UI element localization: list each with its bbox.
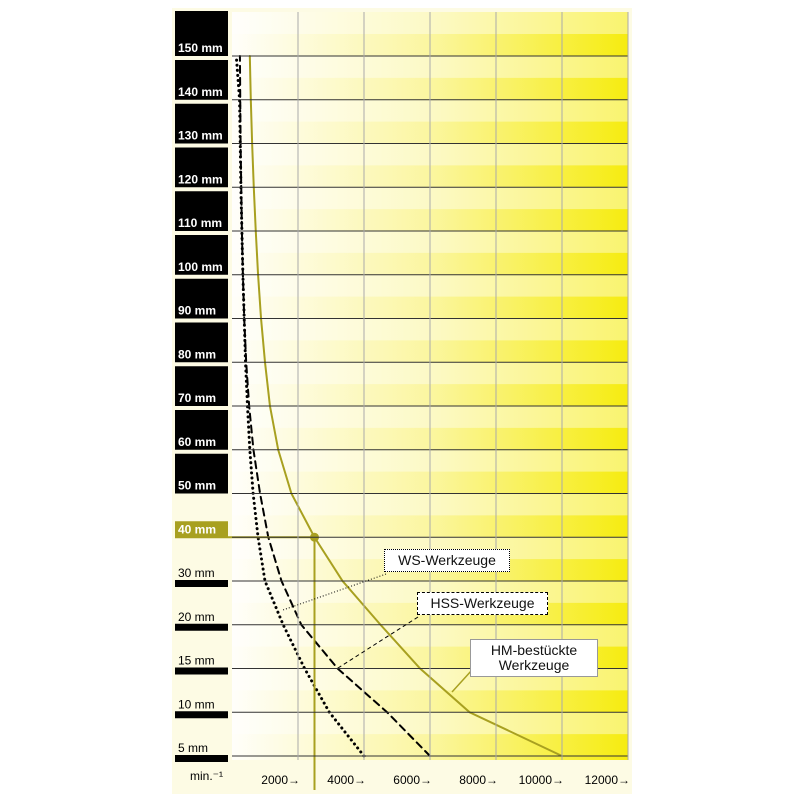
leader-line [282,573,387,611]
leader-line [337,616,419,669]
label-bg [175,11,228,56]
label-bg [175,366,228,406]
label-bar [175,711,228,719]
label-bg [175,410,228,450]
label-bg [175,453,228,494]
x-tick-label: 8000→ [459,773,498,787]
ws-label: WS-Werkzeuge [384,549,510,572]
label-bar [175,580,228,587]
x-tick-label: 4000→ [327,773,366,787]
label-bg [175,60,228,100]
y-tick-label: 10 mm [178,697,215,711]
y-tick-label: 30 mm [178,566,215,580]
hm-label: HM-bestückte Werkzeuge [470,639,598,677]
y-tick-label: 130 mm [178,129,223,143]
y-tick-label: 50 mm [178,479,216,493]
hss-label: HSS-Werkzeuge [417,592,548,615]
y-tick-label: 60 mm [178,435,216,449]
y-tick-label: 120 mm [178,172,223,186]
y-tick-label: 100 mm [178,260,223,274]
y-tick-label: 40 mm [178,522,216,536]
x-tick-label: 12000→ [585,773,630,787]
label-bg [175,521,228,538]
y-tick-label: 90 mm [178,304,216,318]
x-axis-label: min.⁻¹ [190,769,223,783]
label-bar [175,623,228,631]
y-tick-label: 70 mm [178,391,216,405]
y-tick-label: 20 mm [178,610,215,624]
label-bg [175,235,228,275]
y-tick-label: 150 mm [178,41,223,55]
y-tick-label: 110 mm [178,216,222,230]
label-bar [175,667,228,675]
x-tick-label: 6000→ [393,773,432,787]
y-tick-label: 5 mm [178,741,208,755]
y-tick-label: 140 mm [178,85,223,99]
x-tick-label: 2000→ [261,773,300,787]
label-bg [175,278,228,319]
y-tick-label: 15 mm [178,654,215,668]
leader-line [451,669,473,693]
y-tick-label: 80 mm [178,347,216,361]
label-bg [175,103,228,144]
label-bar [175,755,228,762]
label-bg [175,191,228,231]
x-tick-label: 10000→ [519,773,564,787]
label-bg [175,147,228,188]
label-bg [175,322,228,363]
